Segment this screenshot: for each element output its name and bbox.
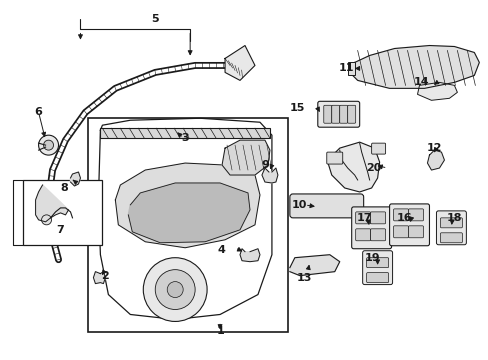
Polygon shape xyxy=(98,118,271,319)
Bar xyxy=(22,180,102,245)
Text: 18: 18 xyxy=(446,213,461,223)
Circle shape xyxy=(39,135,59,155)
Polygon shape xyxy=(427,150,444,170)
Text: 6: 6 xyxy=(35,107,42,117)
Text: 9: 9 xyxy=(261,160,268,170)
Text: 2: 2 xyxy=(102,271,109,281)
Polygon shape xyxy=(417,82,456,100)
Text: 17: 17 xyxy=(356,213,372,223)
FancyBboxPatch shape xyxy=(347,105,355,123)
FancyBboxPatch shape xyxy=(326,152,342,164)
FancyBboxPatch shape xyxy=(407,226,423,238)
Circle shape xyxy=(167,282,183,298)
Bar xyxy=(100,128,269,138)
Text: 4: 4 xyxy=(217,245,224,255)
FancyBboxPatch shape xyxy=(355,212,370,224)
Text: 5: 5 xyxy=(151,14,159,24)
Text: 1: 1 xyxy=(216,327,224,336)
Circle shape xyxy=(43,140,53,150)
FancyBboxPatch shape xyxy=(323,105,331,123)
Text: 20: 20 xyxy=(366,163,381,173)
FancyBboxPatch shape xyxy=(370,229,385,241)
Polygon shape xyxy=(115,163,260,248)
Polygon shape xyxy=(128,183,249,243)
Polygon shape xyxy=(347,62,354,75)
Polygon shape xyxy=(222,140,269,175)
Text: 14: 14 xyxy=(413,77,428,87)
FancyBboxPatch shape xyxy=(389,204,428,246)
FancyBboxPatch shape xyxy=(440,233,462,243)
Polygon shape xyxy=(289,255,339,276)
Polygon shape xyxy=(36,185,68,222)
FancyBboxPatch shape xyxy=(362,251,392,285)
Polygon shape xyxy=(262,168,277,183)
FancyBboxPatch shape xyxy=(355,229,370,241)
Text: 16: 16 xyxy=(396,213,411,223)
FancyBboxPatch shape xyxy=(407,209,423,221)
Polygon shape xyxy=(327,142,379,192)
FancyBboxPatch shape xyxy=(393,226,407,238)
FancyBboxPatch shape xyxy=(339,105,347,123)
Polygon shape xyxy=(349,45,478,88)
Polygon shape xyxy=(70,172,81,186)
Text: 10: 10 xyxy=(291,200,307,210)
Polygon shape xyxy=(224,45,254,80)
Bar xyxy=(88,118,287,332)
FancyBboxPatch shape xyxy=(351,207,391,249)
Text: 7: 7 xyxy=(57,225,64,235)
FancyBboxPatch shape xyxy=(317,101,359,127)
FancyBboxPatch shape xyxy=(366,258,388,268)
Text: 19: 19 xyxy=(364,253,380,263)
Text: 11: 11 xyxy=(339,63,354,73)
FancyBboxPatch shape xyxy=(440,218,462,228)
Polygon shape xyxy=(240,249,260,262)
Text: 8: 8 xyxy=(61,183,68,193)
FancyBboxPatch shape xyxy=(366,273,388,283)
Text: 12: 12 xyxy=(426,143,441,153)
FancyBboxPatch shape xyxy=(436,211,466,245)
Circle shape xyxy=(41,215,51,225)
FancyBboxPatch shape xyxy=(331,105,339,123)
FancyBboxPatch shape xyxy=(370,212,385,224)
Text: 3: 3 xyxy=(181,133,188,143)
FancyBboxPatch shape xyxy=(371,143,385,154)
Circle shape xyxy=(155,270,195,310)
Text: 13: 13 xyxy=(297,273,312,283)
FancyBboxPatch shape xyxy=(393,209,407,221)
Polygon shape xyxy=(93,272,105,284)
FancyBboxPatch shape xyxy=(289,194,363,218)
Text: 15: 15 xyxy=(289,103,304,113)
Circle shape xyxy=(143,258,207,321)
